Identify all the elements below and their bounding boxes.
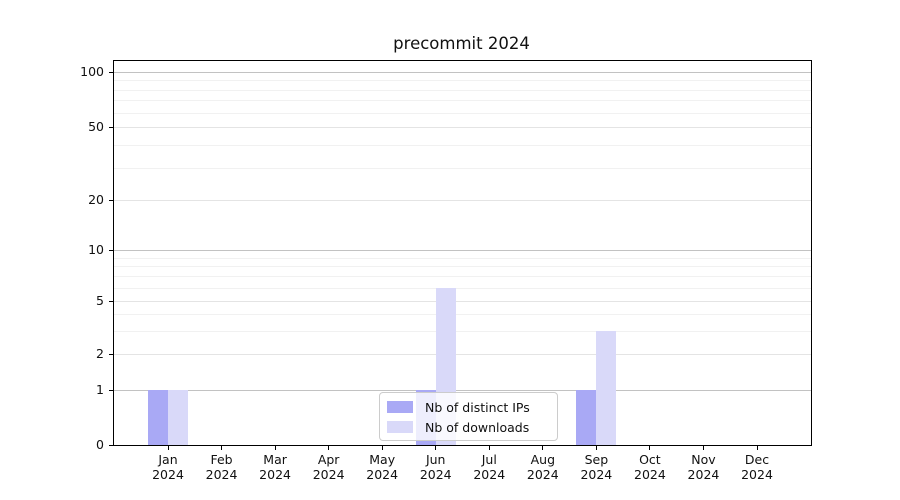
y-axis-tick-label: 2 xyxy=(96,346,104,361)
gridline xyxy=(114,301,811,302)
plot-area: 0 1 2 5 10 20 50 100 Jan 2024 Feb 2024 Mar 2024 Apr 202… xyxy=(80,60,812,482)
legend-swatch-distinct-ips xyxy=(387,401,413,413)
minor-gridline xyxy=(114,276,811,278)
gridline xyxy=(114,390,811,391)
minor-gridline xyxy=(114,287,811,289)
gridline xyxy=(114,127,811,128)
bar-downloads xyxy=(168,390,188,445)
x-axis-tick-label: Dec 2024 xyxy=(741,452,773,482)
y-axis-tick xyxy=(109,301,114,302)
x-axis-tick-label: Apr 2024 xyxy=(312,452,345,482)
x-axis-tick xyxy=(328,445,330,450)
minor-gridline xyxy=(114,80,811,82)
gridline xyxy=(114,250,811,251)
minor-gridline xyxy=(114,144,811,146)
minor-gridline xyxy=(114,257,811,259)
gridline xyxy=(114,200,811,201)
y-axis-tick-label: 0 xyxy=(96,437,104,452)
x-axis-tick xyxy=(649,445,651,450)
x-axis-tick xyxy=(274,445,276,450)
y-axis-tick-label: 1 xyxy=(96,382,104,397)
x-axis-tick-label: Jul 2024 xyxy=(473,452,506,482)
legend-label-downloads: Nb of downloads xyxy=(425,419,530,435)
legend-swatch-downloads xyxy=(387,421,413,433)
x-axis-tick-label: Mar 2024 xyxy=(259,452,291,482)
legend-item-distinct-ips: Nb of distinct IPs xyxy=(387,397,549,417)
x-axis-tick-label: Jun 2024 xyxy=(419,452,452,482)
x-axis-tick-label: Oct 2024 xyxy=(634,452,666,482)
y-axis-tick xyxy=(109,127,114,128)
y-axis-tick xyxy=(109,250,114,251)
gridline xyxy=(114,354,811,355)
x-axis-tick-label: Aug 2024 xyxy=(526,452,559,482)
minor-gridline xyxy=(114,100,811,102)
y-axis-tick-label: 10 xyxy=(88,242,104,257)
x-axis-tick xyxy=(488,445,490,450)
y-axis-tick xyxy=(109,72,114,73)
legend-label-distinct-ips: Nb of distinct IPs xyxy=(425,399,530,415)
bar-downloads xyxy=(596,330,617,445)
minor-gridline xyxy=(114,89,811,91)
x-axis-tick xyxy=(702,445,704,450)
x-axis-tick xyxy=(435,445,437,450)
y-axis-tick-label: 20 xyxy=(88,192,104,207)
minor-gridline xyxy=(114,313,811,315)
x-axis-tick-label: Nov 2024 xyxy=(687,452,720,482)
x-axis-tick xyxy=(167,445,169,450)
x-axis-tick xyxy=(221,445,223,450)
y-axis-tick xyxy=(109,390,114,391)
minor-gridline xyxy=(114,266,811,268)
y-axis-tick-label: 100 xyxy=(80,64,104,79)
minor-gridline xyxy=(114,330,811,332)
x-axis-tick xyxy=(595,445,597,450)
x-axis-tick xyxy=(381,445,383,450)
x-axis-tick xyxy=(756,445,758,450)
legend-item-downloads: Nb of downloads xyxy=(387,417,549,437)
y-axis-tick-label: 50 xyxy=(88,119,104,134)
bar-distinct-ips xyxy=(148,390,168,445)
y-axis-tick xyxy=(109,200,114,201)
legend: Nb of distinct IPs Nb of downloads xyxy=(379,392,558,441)
y-axis-tick-label: 5 xyxy=(96,293,104,308)
chart-title: precommit 2024 xyxy=(393,34,530,53)
minor-gridline xyxy=(114,167,811,169)
x-axis-tick-label: Feb 2024 xyxy=(205,452,238,482)
gridline xyxy=(114,72,811,73)
bar-distinct-ips xyxy=(576,390,597,445)
x-axis-tick-label: May 2024 xyxy=(366,452,399,482)
x-axis-tick-label: Jan 2024 xyxy=(152,452,184,482)
y-axis-tick xyxy=(109,354,114,355)
minor-gridline xyxy=(114,112,811,114)
x-axis-tick xyxy=(542,445,544,450)
y-axis-tick xyxy=(109,445,114,446)
x-axis-tick-label: Sep 2024 xyxy=(580,452,613,482)
